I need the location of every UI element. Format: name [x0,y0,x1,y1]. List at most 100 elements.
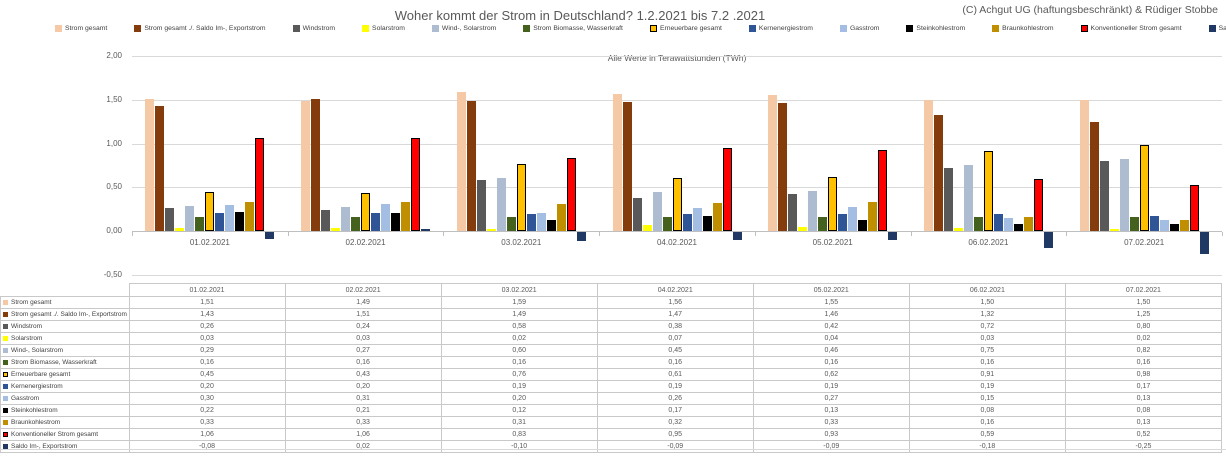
chart-bar [712,203,722,231]
x-axis-category-label: 03.02.2021 [501,238,542,247]
table-date-header: 04.02.2021 [596,283,754,297]
legend-label: Steinkohlestrom [916,25,966,32]
table-date-header: 07.02.2021 [1064,283,1223,297]
table-value-cell: 0,17 [1064,380,1223,393]
table-value-cell: 0,80 [1064,320,1223,333]
legend-swatch-icon [992,25,1000,32]
chart-bar [642,225,652,231]
chart-bar [556,204,566,231]
x-axis-category-label: 01.02.2021 [189,238,230,247]
y-axis-tick-label: 1,50 [106,95,122,104]
table-row: Konventioneller Strom gesamt 1,06 1,06 0,83… [0,428,1223,441]
gridline [132,56,1222,57]
y-axis-tick-label: 0,50 [106,182,122,191]
chart-bar [215,213,225,231]
table-value-cell: -0,25 [1064,440,1223,453]
chart-bar [1079,100,1089,231]
table-value-cell: 0,03 [284,332,442,345]
table-corner-cell [0,283,130,297]
table-date-header: 02.02.2021 [284,283,442,297]
series-swatch-icon [3,431,8,437]
x-axis-tick-mark [1066,232,1067,236]
table-row-label: Strom gesamt [0,296,130,309]
chart-bar [953,228,963,231]
chart-bar [808,191,818,231]
chart-bar [411,138,421,231]
legend-item: Windstrom [292,25,335,32]
chart-bar [868,202,878,231]
legend-label: Konventioneller Strom gesamt [1090,25,1182,32]
table-value-cell: 1,06 [284,428,442,441]
x-axis-category-label: 05.02.2021 [812,238,853,247]
chart-bar [391,213,401,231]
table-value-cell: 0,45 [128,368,286,381]
table-value-cell: 0,33 [128,416,286,429]
table-value-cell: 0,24 [284,320,442,333]
table-value-cell: 0,04 [752,332,910,345]
chart-bar [692,208,702,231]
chart-bar [1149,216,1159,231]
legend-swatch-icon [55,25,62,32]
chart-bar [205,192,215,231]
chart-bar [1023,217,1033,231]
chart-bar [788,194,798,231]
chart-bar [652,192,662,231]
table-value-cell: 0,59 [908,428,1066,441]
chart-bar [1139,145,1149,231]
table-row-label: Wind-, Solarstrom [0,344,130,357]
table-value-cell: 0,16 [284,356,442,369]
legend-swatch-icon [134,25,142,32]
chart-bar [175,228,185,231]
y-axis-tick-label: 0,00 [106,226,122,235]
table-value-cell: 0,26 [596,392,754,405]
table-value-cell: 1,51 [128,296,286,309]
table-value-cell: 0,26 [128,320,286,333]
legend-item: Strom gesamt ./. Saldo Im-, Exportstrom [134,25,266,32]
chart-bar [722,148,732,231]
chart-bar [983,151,993,231]
legend-item: Saldo Im-, Exportstrom [1208,25,1226,32]
chart-bar [1189,185,1199,231]
legend-swatch-icon [362,25,370,32]
table-value-cell: 0,16 [908,416,1066,429]
table-value-cell: 0,08 [1064,404,1223,417]
table-value-cell: -0,09 [752,440,910,453]
chart-bar [265,232,275,239]
table-row: Windstrom 0,26 0,24 0,58 0,38 0,42 0,72 0,80 [0,320,1223,333]
table-value-cell: 1,32 [908,308,1066,321]
legend-label: Erneuerbare gesamt [659,25,722,32]
table-value-cell: 0,75 [908,344,1066,357]
x-axis-tick-mark [443,232,444,236]
table-date-header: 05.02.2021 [752,283,910,297]
chart-bar [245,202,255,231]
chart-bar [566,158,576,231]
series-swatch-icon [3,371,8,377]
table-row: Erneuerbare gesamt 0,45 0,43 0,76 0,61 0,62 0,… [0,368,1223,381]
chart-bar [536,213,546,231]
table-row: Strom gesamt ./. Saldo Im-, Exportstrom 1… [0,308,1223,321]
gridline [132,100,1222,101]
table-value-cell: 1,50 [908,296,1066,309]
chart-bar [848,207,858,231]
gridline [132,144,1222,145]
legend-label: Wind-, Solarstrom [441,25,497,32]
table-value-cell: 0,43 [284,368,442,381]
chart-bar [351,217,361,231]
table-row-label: Kernenergiestrom [0,380,130,393]
chart-bar [818,217,828,231]
table-value-cell: 0,29 [128,344,286,357]
table-value-cell: 0,83 [440,428,598,441]
table-value-cell: 0,38 [596,320,754,333]
table-row-label: Saldo Im-, Exportstrom [0,440,130,453]
chart-bar [682,214,692,231]
table-value-cell: 1,49 [284,296,442,309]
x-axis-category-label: 07.02.2021 [1124,238,1165,247]
gridline [132,275,1222,276]
chart-bar [1013,224,1023,231]
legend-item: Strom Biomasse, Wasserkraft [523,25,623,32]
table-value-cell: 0,16 [128,356,286,369]
chart-bar [546,220,556,231]
chart-bar [341,207,351,231]
chart-bar [1199,232,1209,254]
